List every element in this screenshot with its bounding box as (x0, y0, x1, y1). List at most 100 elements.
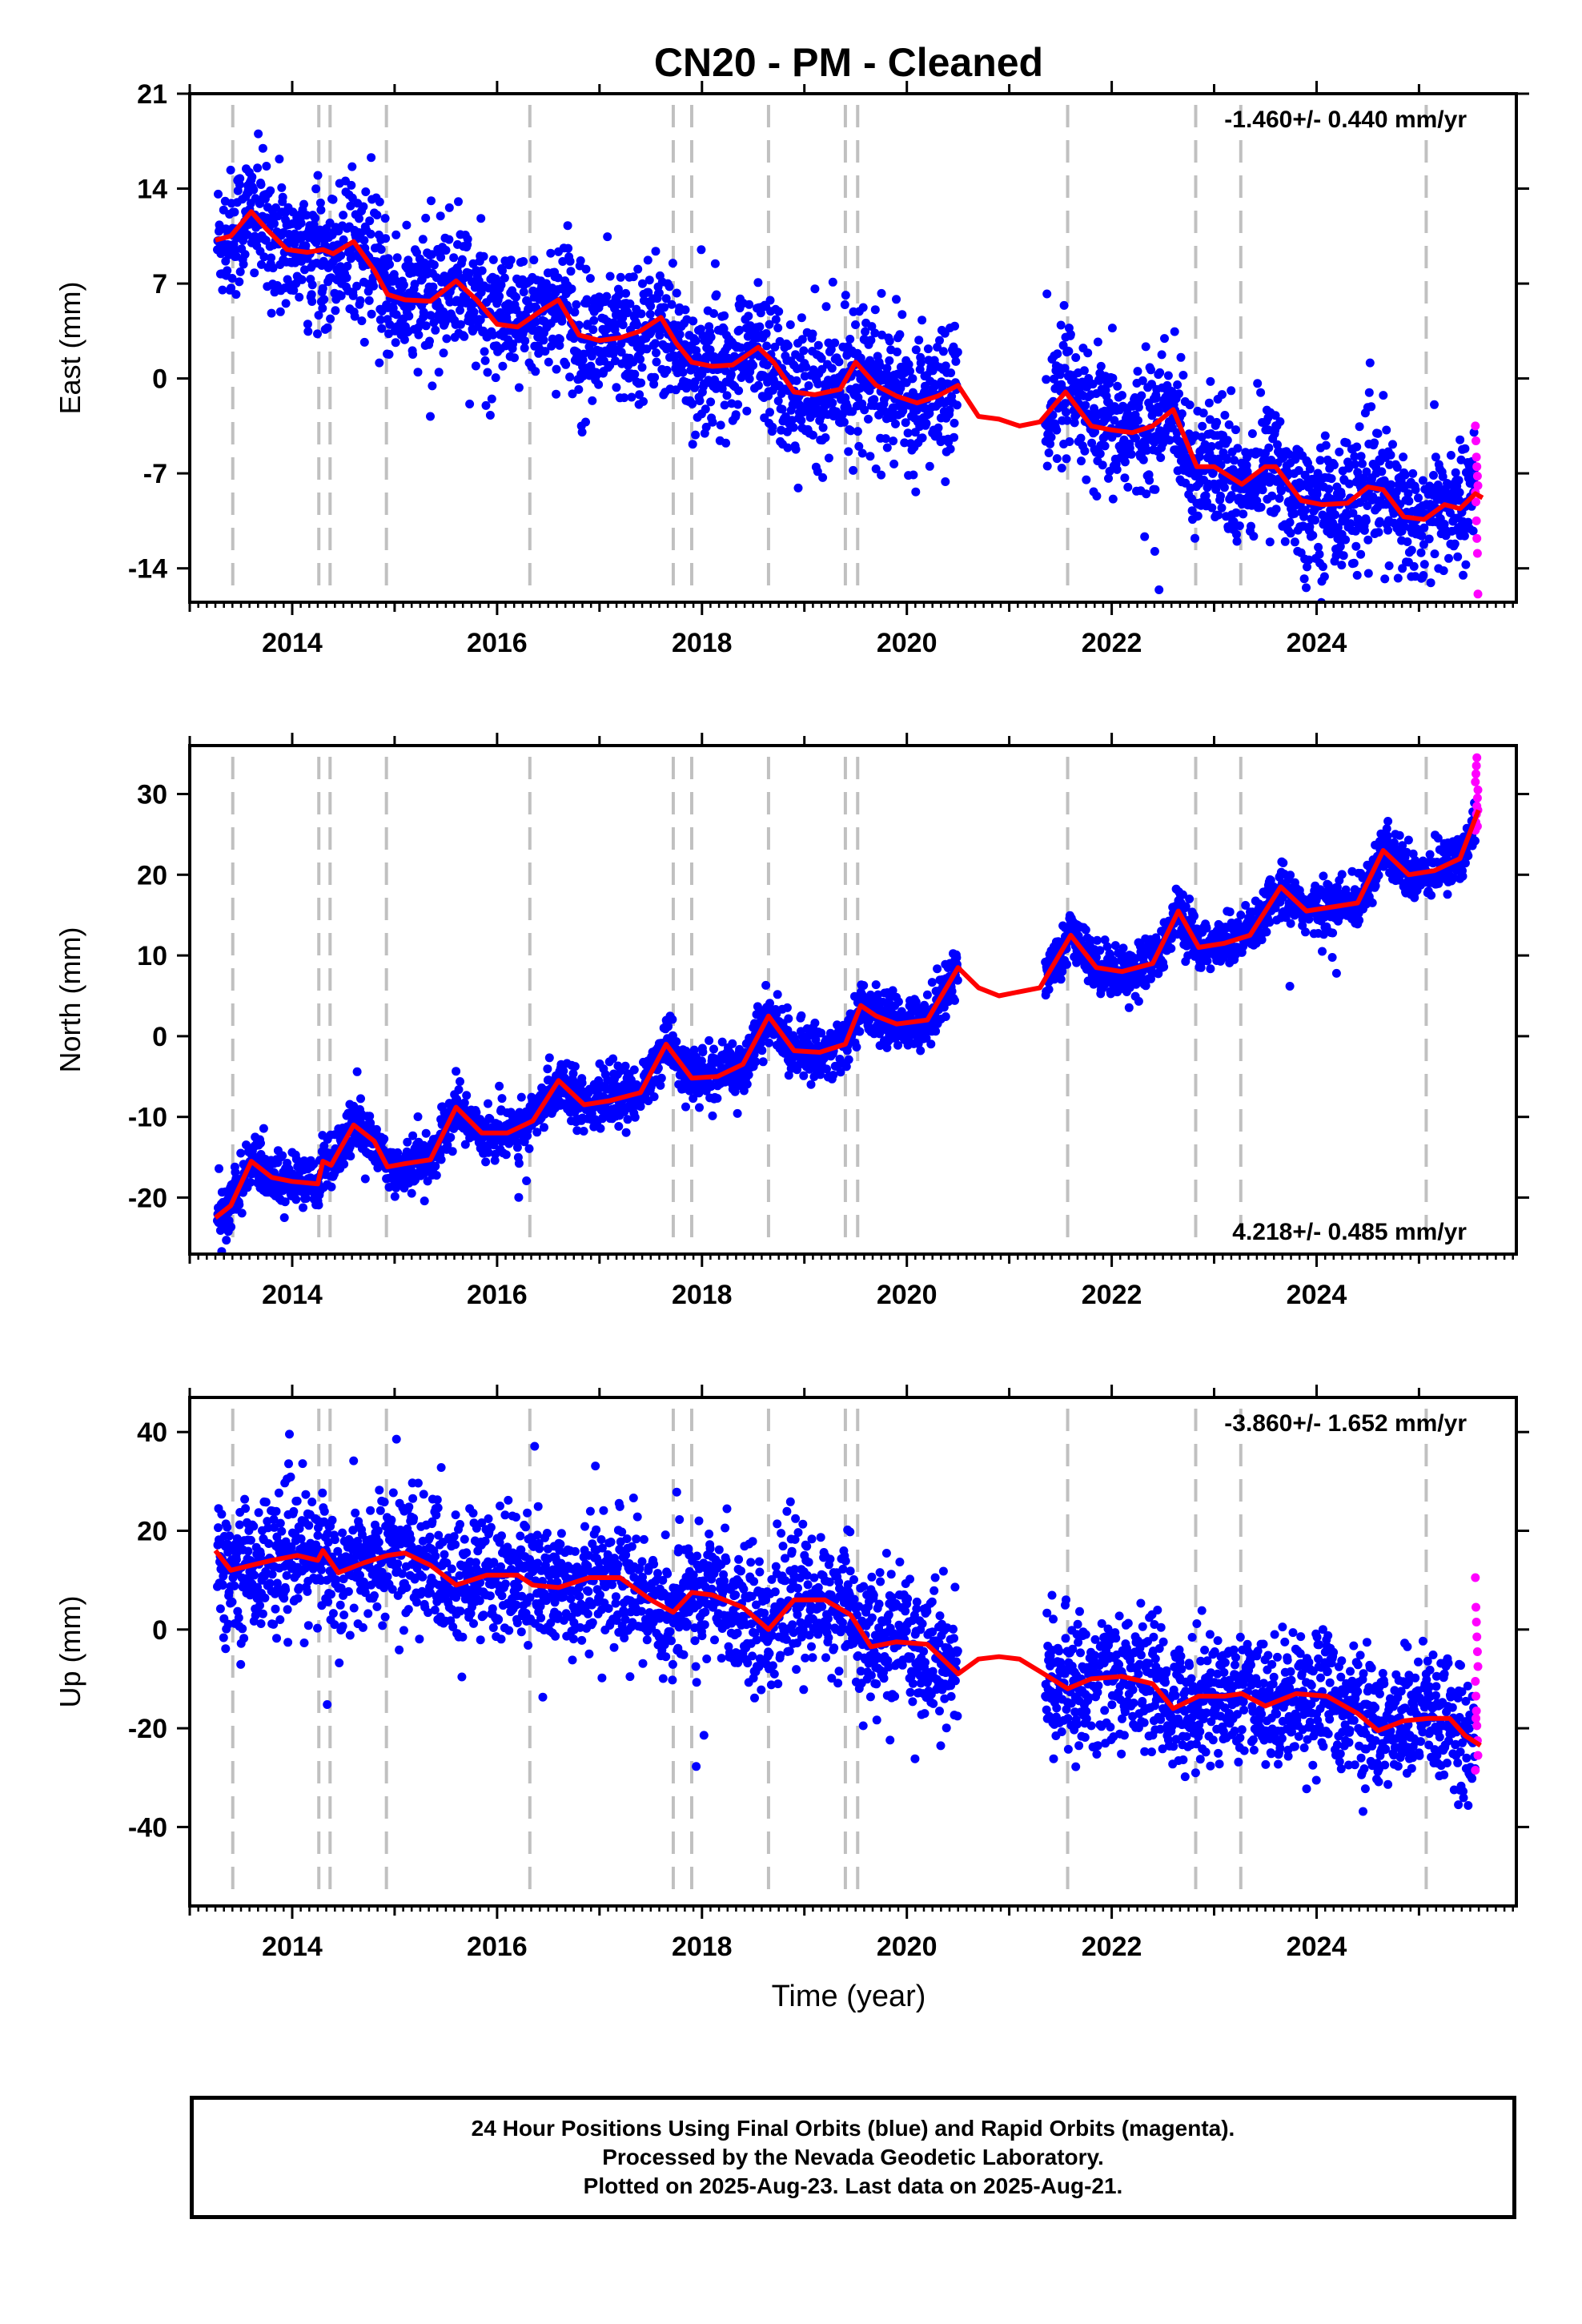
data-point (770, 342, 780, 352)
data-point (892, 295, 901, 304)
data-point (628, 357, 638, 367)
data-point (650, 372, 660, 382)
data-point (1201, 491, 1211, 501)
data-point (490, 1156, 500, 1165)
y-axis-label: East (mm) (54, 282, 86, 415)
data-point (572, 300, 581, 309)
data-point (1403, 663, 1412, 672)
data-point (1461, 560, 1471, 569)
data-point (828, 398, 837, 408)
data-point (552, 389, 561, 399)
data-point (761, 329, 771, 338)
data-point (495, 1081, 504, 1091)
data-point (348, 291, 358, 300)
data-point (257, 259, 266, 269)
data-point (1053, 349, 1062, 359)
data-point (765, 999, 774, 1008)
data-point (616, 272, 625, 282)
data-point (346, 1152, 355, 1161)
data-point (931, 1027, 941, 1036)
data-point (427, 196, 436, 206)
data-point (735, 325, 745, 335)
data-point (217, 1247, 227, 1254)
data-point (1052, 454, 1062, 464)
data-point (730, 1087, 740, 1096)
data-point (531, 317, 540, 327)
data-point (384, 350, 394, 359)
data-point (1379, 476, 1389, 485)
data-point (347, 180, 356, 190)
data-point (429, 260, 439, 270)
data-point (484, 1148, 493, 1157)
data-point (1311, 516, 1320, 525)
data-point (230, 207, 239, 217)
data-point (662, 365, 672, 375)
data-point (410, 279, 420, 289)
data-point (1204, 398, 1214, 408)
data-point (1431, 452, 1440, 462)
data-point (391, 310, 401, 320)
data-point (1308, 531, 1318, 540)
data-point (1170, 327, 1179, 336)
data-point (552, 364, 561, 374)
data-point (1430, 400, 1439, 409)
data-point (602, 292, 612, 301)
data-point (818, 472, 828, 482)
data-point (392, 253, 402, 263)
data-point (809, 430, 817, 440)
data-point (385, 259, 394, 269)
data-point (1409, 561, 1419, 571)
data-point (426, 311, 436, 320)
data-point (688, 440, 697, 449)
data-point (1341, 535, 1351, 545)
data-point (917, 433, 927, 443)
data-point (1460, 531, 1469, 541)
data-point (367, 309, 376, 319)
data-point (903, 428, 913, 438)
data-point (377, 324, 387, 333)
data-point (421, 1128, 431, 1138)
data-point (720, 400, 729, 410)
data-point (734, 386, 744, 396)
data-point (454, 197, 463, 207)
data-point (1137, 391, 1146, 400)
data-point (672, 1037, 681, 1047)
data-point (303, 327, 313, 336)
data-point (656, 1080, 665, 1090)
data-point (375, 315, 385, 324)
data-point (664, 1022, 673, 1031)
data-point (431, 1161, 440, 1171)
data-point (761, 980, 771, 990)
data-point (456, 306, 464, 315)
x-ticks (188, 81, 1514, 615)
data-point (638, 279, 647, 288)
data-point (390, 1192, 400, 1201)
data-point (1351, 541, 1361, 551)
data-point (222, 1236, 231, 1245)
data-point (1419, 523, 1429, 533)
data-point (837, 409, 847, 419)
rapid-point (1472, 462, 1482, 472)
data-point (1104, 473, 1113, 483)
data-point (1411, 485, 1420, 494)
data-point (651, 339, 660, 348)
data-point (1218, 390, 1227, 400)
data-point (1379, 391, 1388, 400)
plot-area (213, 753, 1483, 1254)
data-point (857, 448, 867, 458)
data-point (481, 400, 491, 410)
data-point (818, 423, 828, 432)
data-point (1232, 537, 1242, 546)
data-point (871, 464, 881, 473)
data-point (799, 1071, 809, 1080)
rapid-orbit-points (1471, 421, 1483, 599)
data-point (630, 1112, 640, 1122)
data-point (1146, 365, 1155, 375)
data-point (1392, 463, 1402, 472)
data-point (643, 255, 652, 265)
data-point (930, 381, 940, 391)
data-point (568, 389, 577, 399)
data-point (649, 1092, 659, 1101)
data-point (1315, 456, 1325, 465)
data-point (697, 1056, 706, 1066)
